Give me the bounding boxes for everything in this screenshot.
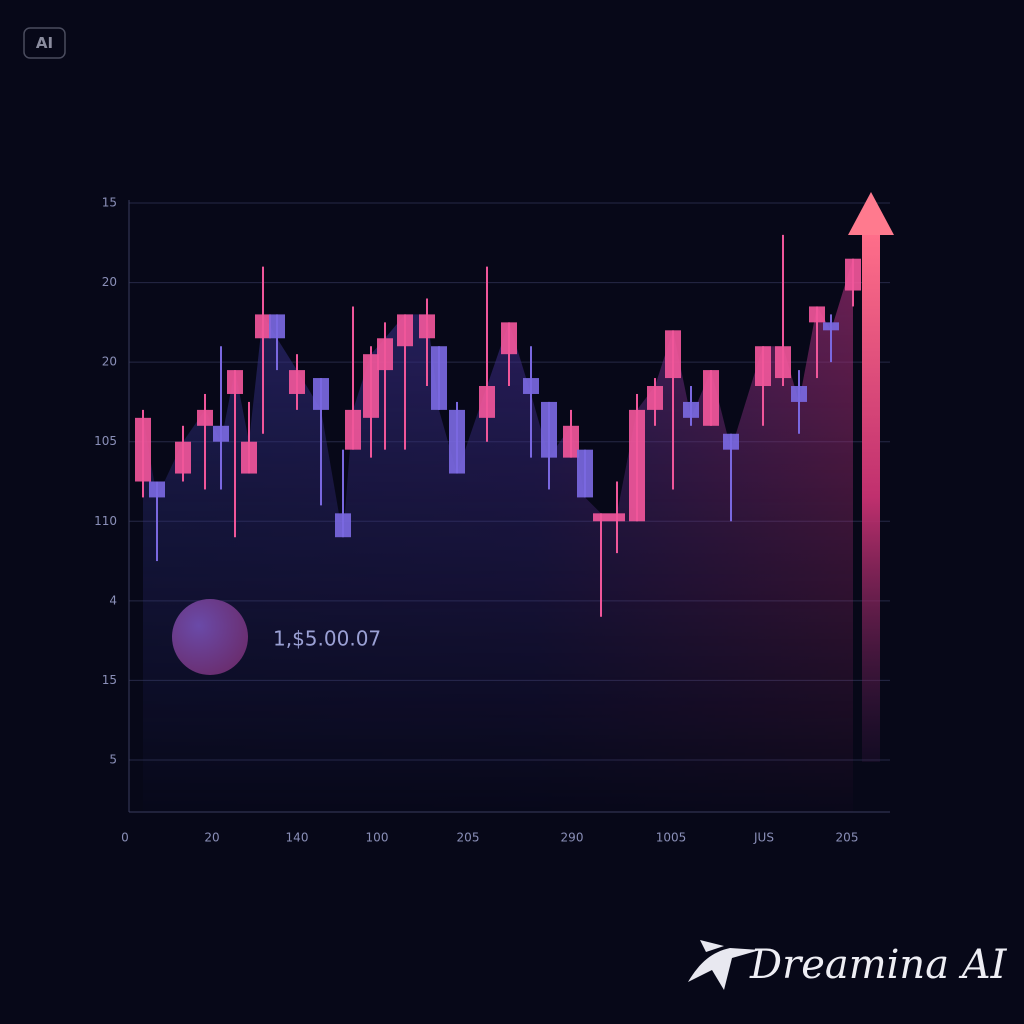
candle-body <box>541 401 557 458</box>
annotation: 1,$5.00.07 <box>273 627 381 651</box>
candle-body <box>227 370 243 394</box>
candle-body <box>345 409 361 450</box>
candle-body <box>363 354 379 418</box>
candle-body <box>175 441 191 474</box>
candle-body <box>419 314 435 339</box>
candle-body <box>289 370 305 394</box>
candle-body <box>135 417 151 482</box>
x-tick-label: 140 <box>286 831 309 845</box>
marker-ball <box>172 599 248 675</box>
badge: AI <box>36 34 53 52</box>
candle-body <box>823 322 839 331</box>
y-tick-label: 4 <box>109 593 117 607</box>
watermark: Dreamina AI <box>749 942 1008 988</box>
candle-body <box>335 513 351 538</box>
x-tick-label: 20 <box>204 831 219 845</box>
candle-body <box>255 314 271 339</box>
x-tick-label: 205 <box>836 831 859 845</box>
y-tick-label: 20 <box>102 355 117 369</box>
candle-body <box>683 401 699 418</box>
candle-body <box>197 409 213 426</box>
candle-body <box>313 378 329 410</box>
x-tick-label: 290 <box>561 831 584 845</box>
x-tick-label: 0 <box>121 831 129 845</box>
candle-body <box>723 433 739 450</box>
candle-body <box>563 425 579 458</box>
watermark-logo <box>688 940 760 990</box>
arrow-shaft <box>862 232 880 762</box>
y-tick-label: 20 <box>102 275 117 289</box>
x-tick-label: 205 <box>457 831 480 845</box>
candle-body <box>449 409 465 474</box>
y-tick-label: 5 <box>109 753 117 767</box>
candle-body <box>523 378 539 394</box>
candle-body <box>269 314 285 339</box>
candle-body <box>431 346 447 410</box>
candle-body <box>479 386 495 418</box>
candle-body <box>377 338 393 371</box>
y-tick-label: 105 <box>94 434 117 448</box>
candle-body <box>609 513 625 522</box>
arrow-head <box>848 192 894 235</box>
area <box>143 258 853 812</box>
x-tick-label: 1005 <box>656 831 687 845</box>
candle-body <box>703 370 719 426</box>
candle-body <box>397 314 413 347</box>
candle-body <box>791 386 807 402</box>
area-group <box>143 258 853 812</box>
candle-body <box>809 306 825 323</box>
x-tick-label: 100 <box>366 831 389 845</box>
y-tick-label: 110 <box>94 514 117 528</box>
y-tick-label: 15 <box>102 673 117 687</box>
candle-body <box>213 425 229 442</box>
candle-body <box>665 330 681 379</box>
y-tick-label: 15 <box>102 196 117 210</box>
candle-body <box>577 449 593 498</box>
candles <box>135 234 861 617</box>
candle-body <box>755 346 771 387</box>
candle-body <box>149 481 165 498</box>
x-tick-label: JUS <box>753 831 774 845</box>
candle-body <box>241 441 257 474</box>
candle-body <box>593 513 609 522</box>
candle-body <box>629 409 645 522</box>
candle-body <box>647 386 663 410</box>
candle-body <box>501 322 517 355</box>
candle-body <box>845 258 861 291</box>
badge-frame <box>23 27 66 59</box>
candle-body <box>775 346 791 379</box>
